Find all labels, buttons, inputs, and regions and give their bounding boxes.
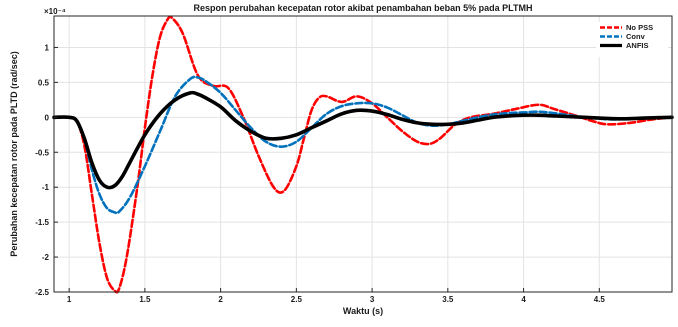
y-tick-label: -2: [42, 253, 50, 262]
x-tick-label: 4.5: [594, 295, 606, 304]
plot-border: [53, 15, 673, 293]
x-tick-label: 3: [370, 295, 375, 304]
series-layer: [52, 15, 674, 294]
x-tick-label: 4: [521, 295, 526, 304]
legend-entry: No PSS: [626, 23, 653, 32]
y-tick-label: -1.5: [35, 218, 49, 227]
x-axis-label: Waktu (s): [343, 306, 383, 316]
series-line-no-pss: [52, 15, 674, 294]
chart-title: Respon perubahan kecepatan rotor akibat …: [194, 3, 533, 13]
y-tick-label: 1: [45, 43, 50, 52]
y-tick-label: 0: [45, 113, 50, 122]
x-tick-label: 1: [67, 295, 72, 304]
series-line-conv: [52, 75, 674, 215]
series-line-anfis: [52, 90, 674, 190]
y-multiplier: ×10⁻⁴: [44, 7, 66, 16]
x-tick-label: 2: [218, 295, 223, 304]
plot-area: [54, 16, 672, 292]
y-tick-label: -1: [42, 183, 50, 192]
legend-entry: ANFIS: [626, 41, 649, 50]
x-tick-label: 1.5: [139, 295, 151, 304]
y-axis-label: Perubahan kecepatan rotor pada PLTD (rad…: [9, 51, 19, 256]
x-tick-label: 3.5: [442, 295, 454, 304]
y-tick-label: -2.5: [35, 288, 49, 297]
x-tick-label: 2.5: [291, 295, 303, 304]
legend-entry: Conv: [626, 32, 646, 41]
y-tick-label: 0.5: [38, 78, 50, 87]
ticks: 1 1.5 2 2.5 3 3.5 4 4.5 1 0.5 0 -0.5 -1 -1.5 -2 -2.5: [35, 43, 605, 304]
y-tick-label: -0.5: [35, 148, 49, 157]
